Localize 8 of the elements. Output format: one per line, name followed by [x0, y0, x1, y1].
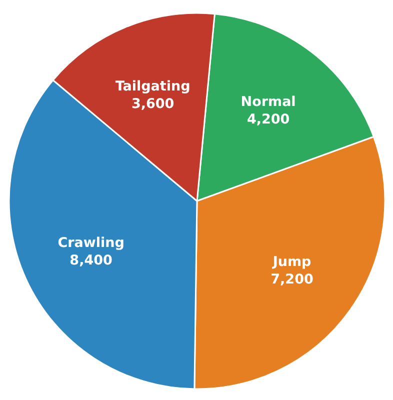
slice-label: Jump [272, 254, 312, 270]
data-label: 8,400 [70, 252, 112, 268]
data-label: 4,200 [246, 112, 290, 128]
slice-label: Normal [240, 94, 296, 110]
slice-label: Crawling [58, 234, 124, 251]
data-label: 7,200 [270, 271, 314, 288]
slice-label: Tailgating [115, 78, 190, 94]
data-label: 3,600 [131, 96, 174, 112]
